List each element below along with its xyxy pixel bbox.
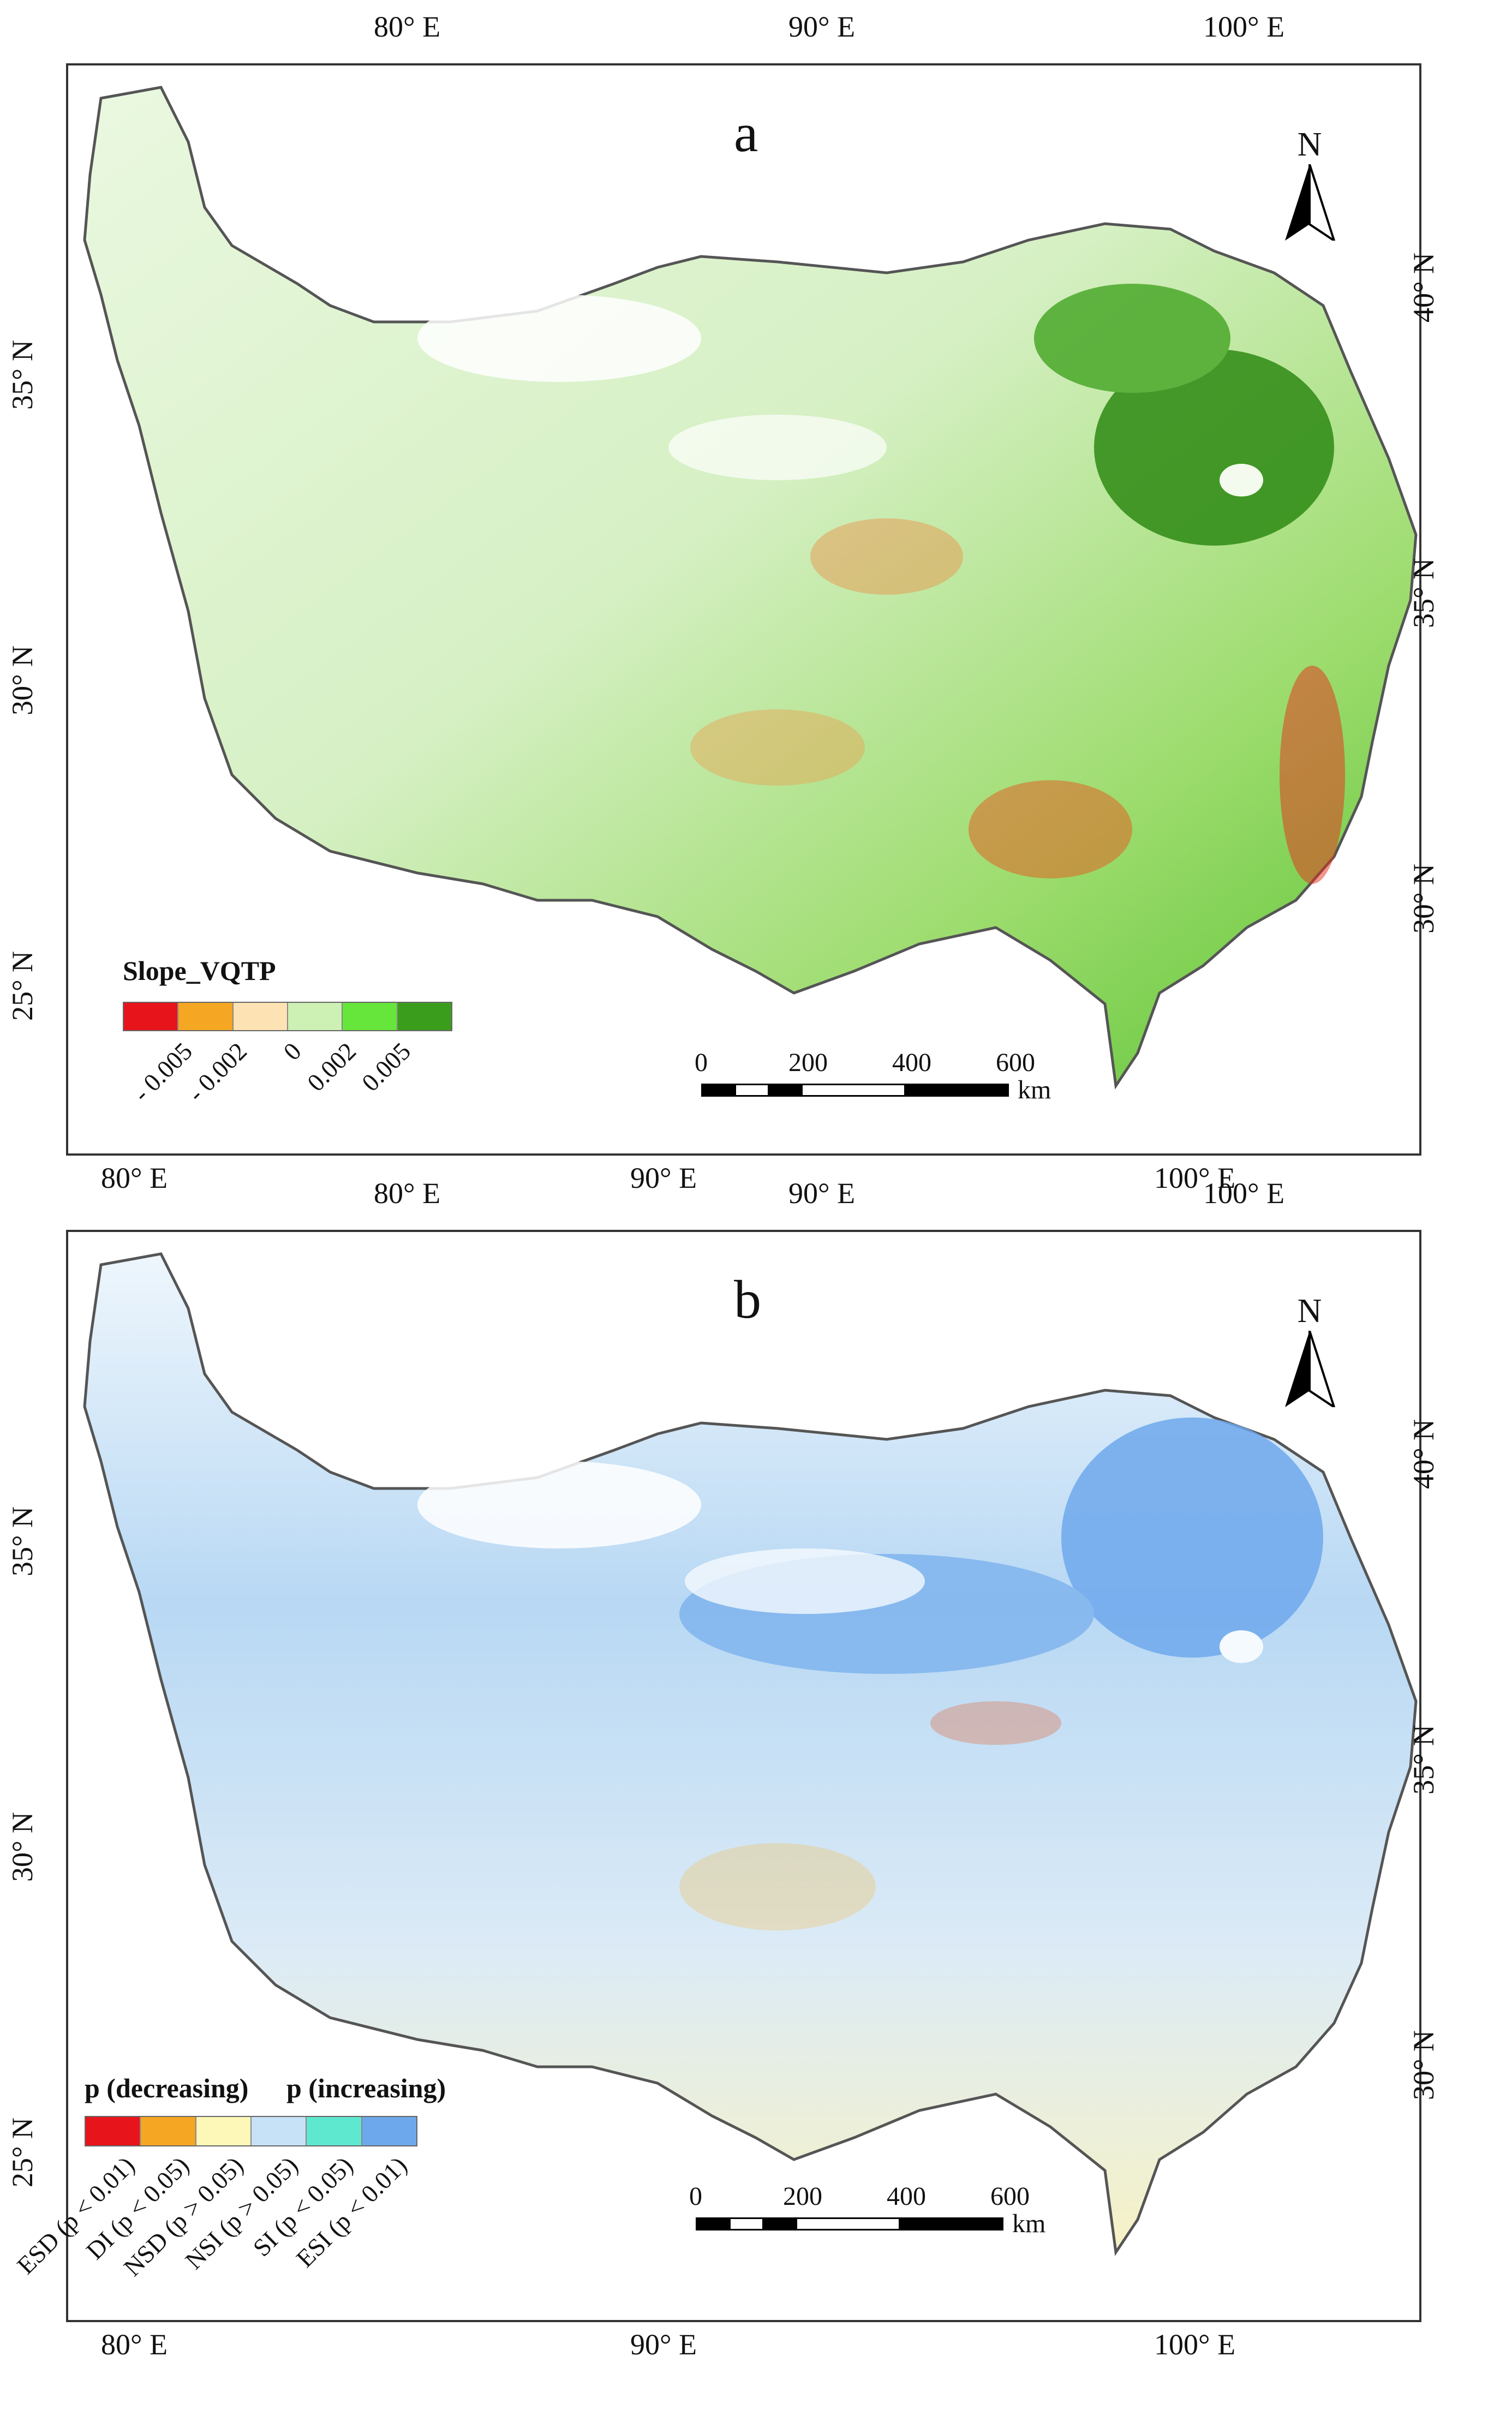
right-lat-label-a-35: 35° N — [1407, 558, 1441, 629]
legend-title-b-increasing: p (increasing) — [286, 2073, 446, 2103]
bottom-lon-label-b-90: 90° E — [630, 2328, 697, 2361]
left-lat-label-a-25: 25° N — [6, 950, 39, 1021]
scale-seg — [796, 2217, 900, 2230]
scale-unit: km — [1012, 2209, 1046, 2238]
legend-swatch — [397, 1003, 451, 1030]
legend-swatch — [307, 2117, 362, 2145]
scale-label: 600 — [996, 1048, 1035, 1077]
legend-bar-b — [85, 2116, 417, 2146]
legend-swatch — [178, 1003, 234, 1030]
bottom-lon-label-a-90: 90° E — [630, 1162, 697, 1194]
legend-swatch — [251, 2117, 307, 2145]
scale-bar-b: 0 200 400 600 km — [689, 2181, 1110, 2247]
scale-label: 200 — [783, 2182, 822, 2211]
legend-swatch — [141, 2117, 196, 2145]
scale-label: 400 — [892, 1048, 931, 1077]
scale-label: 0 — [695, 1048, 708, 1077]
legend-swatch — [86, 2117, 141, 2145]
top-lon-label-b-90: 90° E — [788, 1177, 856, 1210]
top-lon-label-a-100: 100° E — [1203, 10, 1285, 43]
scale-seg — [768, 1084, 803, 1097]
scale-seg — [904, 1084, 1009, 1097]
legend-swatch — [233, 1003, 288, 1030]
right-lat-label-b-40: 40° N — [1407, 1419, 1441, 1490]
left-lat-label-a-35: 35° N — [6, 339, 39, 410]
right-lat-label-b-35: 35° N — [1407, 1724, 1441, 1795]
scale-unit: km — [1018, 1075, 1051, 1104]
panel-label-a: a — [734, 103, 758, 163]
left-lat-label-b-35: 35° N — [6, 1506, 39, 1577]
top-lon-label-b-100: 100° E — [1203, 1177, 1285, 1210]
left-lat-label-b-30: 30° N — [6, 1811, 39, 1882]
right-lat-label-b-30: 30° N — [1407, 2030, 1441, 2101]
plateau-map-b — [83, 1252, 1418, 2256]
map-panel-a: 80° E 90° E 100° E 80° E 90° E 100° E 35… — [6, 12, 1440, 1193]
north-arrow-icon — [1285, 164, 1336, 243]
plateau-outline-a — [83, 86, 1418, 1090]
scale-seg — [801, 1084, 906, 1097]
plateau-map-a — [83, 86, 1418, 1090]
scale-label: 600 — [990, 2182, 1030, 2211]
bottom-lon-label-b-80: 80° E — [101, 2328, 168, 2361]
bottom-lon-label-b-100: 100° E — [1154, 2328, 1236, 2361]
scale-seg — [899, 2217, 1003, 2230]
scale-label: 400 — [887, 2182, 926, 2211]
bottom-lon-label-a-80: 80° E — [101, 1162, 168, 1194]
north-label: N — [1297, 126, 1322, 163]
left-lat-label-a-30: 30° N — [6, 645, 39, 716]
north-arrow-b: N — [1280, 1292, 1340, 1410]
scale-seg — [701, 1084, 736, 1097]
north-label: N — [1297, 1293, 1322, 1330]
scale-label: 0 — [689, 2182, 702, 2211]
scale-seg — [734, 1084, 769, 1097]
legend-swatch — [196, 2117, 252, 2145]
scale-seg — [762, 2217, 797, 2230]
top-lon-label-a-90: 90° E — [788, 10, 856, 43]
map-panel-b: 80° E 90° E 100° E 80° E 90° E 100° E 35… — [6, 1179, 1440, 2359]
right-lat-label-a-30: 30° N — [1407, 863, 1441, 934]
scale-seg — [729, 2217, 764, 2230]
left-lat-label-b-25: 25° N — [6, 2117, 39, 2188]
top-lon-label-b-80: 80° E — [374, 1177, 441, 1210]
north-arrow-a: N — [1280, 125, 1340, 243]
top-lon-label-a-80: 80° E — [374, 10, 441, 43]
legend-swatch — [362, 2117, 416, 2145]
legend-bar-a — [123, 1002, 452, 1031]
scale-bar-a: 0 200 400 600 km — [695, 1048, 1116, 1113]
right-lat-label-a-40: 40° N — [1407, 252, 1441, 323]
plateau-outline-b — [83, 1252, 1418, 2256]
legend-title-a: Slope_VQTP — [123, 955, 276, 986]
legend-title-b-decreasing: p (decreasing) — [85, 2073, 249, 2103]
panel-label-b: b — [734, 1269, 761, 1330]
north-arrow-icon — [1285, 1330, 1336, 1410]
legend-swatch — [343, 1003, 398, 1030]
bottom-lon-label-a-100: 100° E — [1154, 1162, 1236, 1194]
legend-swatch — [288, 1003, 343, 1030]
scale-seg — [696, 2217, 731, 2230]
scale-label: 200 — [788, 1048, 828, 1077]
legend-swatch — [124, 1003, 179, 1030]
